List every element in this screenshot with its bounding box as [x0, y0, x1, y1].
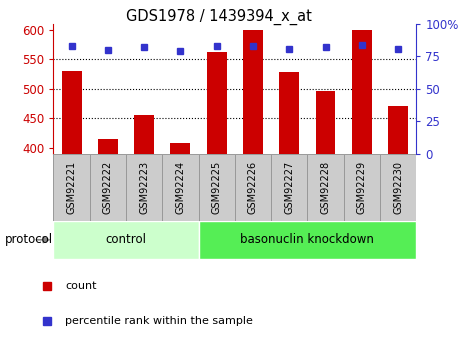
Text: GSM92223: GSM92223	[139, 161, 149, 214]
Bar	[171, 143, 190, 154]
Bar	[126, 154, 162, 221]
Bar	[207, 52, 226, 154]
Text: count: count	[65, 282, 97, 291]
Bar	[162, 154, 199, 221]
Bar	[352, 30, 372, 154]
Text: percentile rank within the sample: percentile rank within the sample	[65, 316, 253, 326]
Bar	[235, 154, 271, 221]
Bar	[279, 72, 299, 154]
Bar	[344, 154, 380, 221]
Bar	[62, 71, 81, 154]
Text: GSM92228: GSM92228	[320, 161, 331, 214]
Text: GSM92221: GSM92221	[66, 161, 77, 214]
Bar	[199, 221, 416, 259]
Text: GDS1978 / 1439394_x_at: GDS1978 / 1439394_x_at	[126, 9, 312, 25]
Bar	[271, 154, 307, 221]
Bar	[243, 30, 263, 154]
Text: GSM92224: GSM92224	[175, 161, 186, 214]
Text: GSM92222: GSM92222	[103, 160, 113, 214]
Bar	[53, 154, 90, 221]
Bar	[199, 154, 235, 221]
Bar	[316, 91, 335, 154]
Bar	[307, 154, 344, 221]
Bar	[134, 115, 154, 154]
Bar	[90, 154, 126, 221]
Text: GSM92230: GSM92230	[393, 161, 403, 214]
Text: GSM92229: GSM92229	[357, 161, 367, 214]
Bar	[388, 107, 408, 154]
Text: GSM92225: GSM92225	[212, 160, 222, 214]
Bar	[98, 139, 118, 154]
Text: protocol: protocol	[5, 233, 53, 246]
Bar	[53, 221, 199, 259]
Text: control: control	[106, 233, 146, 246]
Text: GSM92226: GSM92226	[248, 161, 258, 214]
Text: GSM92227: GSM92227	[284, 160, 294, 214]
Text: basonuclin knockdown: basonuclin knockdown	[240, 233, 374, 246]
Bar	[380, 154, 416, 221]
